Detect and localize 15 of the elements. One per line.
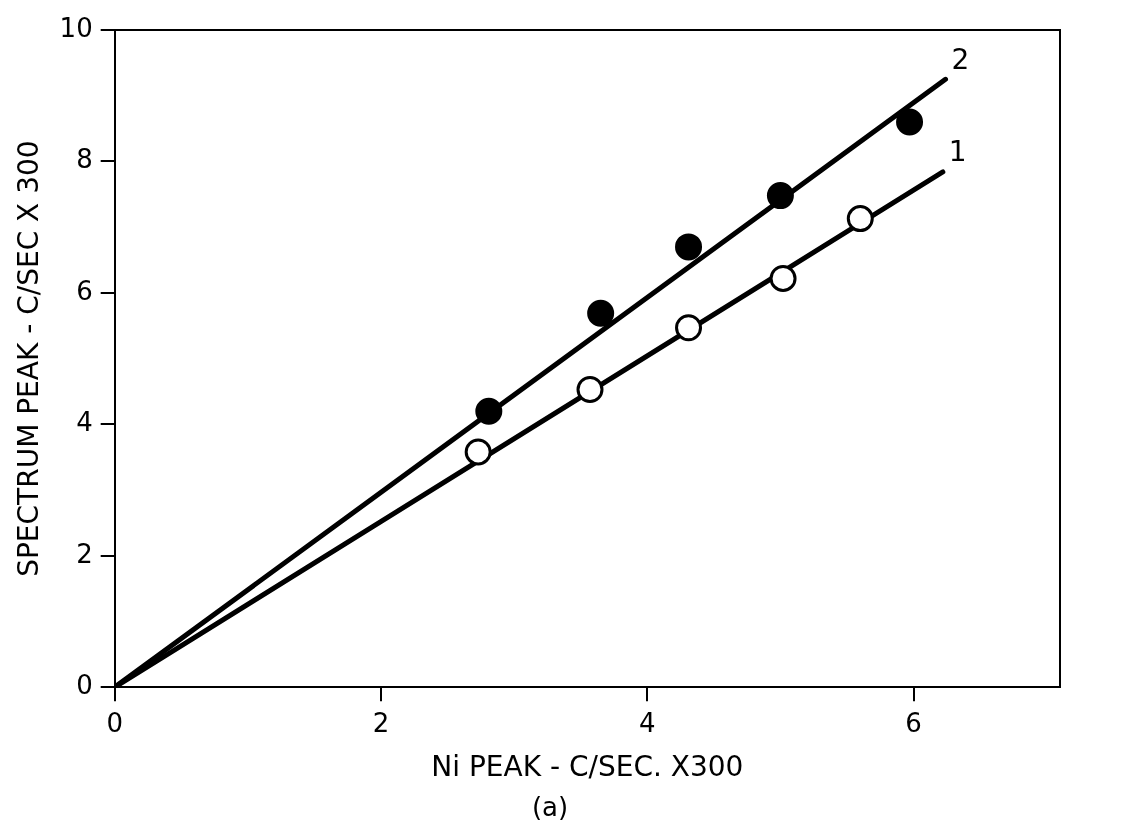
x-tick-label: 2 (372, 707, 390, 738)
y-axis-title: SPECTRUM PEAK - C/SEC X 300 (12, 140, 46, 577)
y-tick-label: 4 (76, 407, 93, 438)
y-tick-label: 10 (59, 12, 93, 43)
x-tick-label: 4 (638, 707, 656, 738)
y-tick-label: 2 (76, 538, 93, 569)
x-tick-label: 6 (905, 707, 922, 738)
y-tick-label: 6 (76, 275, 93, 306)
text: (a) (530, 792, 570, 822)
x-axis-title: Ni PEAK - C/SEC. X300 (431, 750, 744, 784)
series-label: 2 (951, 42, 970, 76)
y-tick-label: 0 (76, 669, 93, 700)
x-tick-label: 0 (106, 707, 123, 738)
y-tick-label: 8 (76, 144, 93, 175)
series-label: 1 (948, 135, 967, 169)
